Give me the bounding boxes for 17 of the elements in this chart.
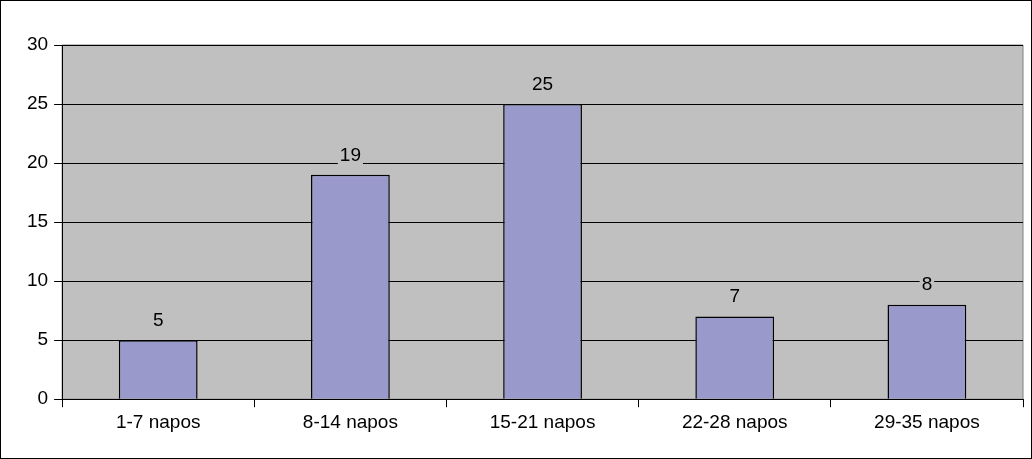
data-label: 19 [339,143,361,165]
data-label: 5 [152,308,164,330]
y-tick-label: 0 [37,387,49,409]
y-tick-label: 25 [26,92,49,114]
data-label: 8 [921,273,933,295]
x-tick-label: 29-35 napos [874,410,980,432]
x-tick-label: 1-7 napos [115,410,201,432]
y-tick-label: 20 [26,151,49,173]
data-label: 7 [729,285,741,307]
x-tick-label: 22-28 napos [681,410,788,432]
y-tick-label: 5 [37,328,49,350]
y-tick-label: 30 [26,33,49,55]
y-tick-label: 10 [26,269,49,291]
x-tick-label: 15-21 napos [489,410,596,432]
y-tick-label: 15 [26,210,49,232]
x-tick-label: 8-14 napos [302,410,398,432]
data-label: 25 [532,72,554,94]
